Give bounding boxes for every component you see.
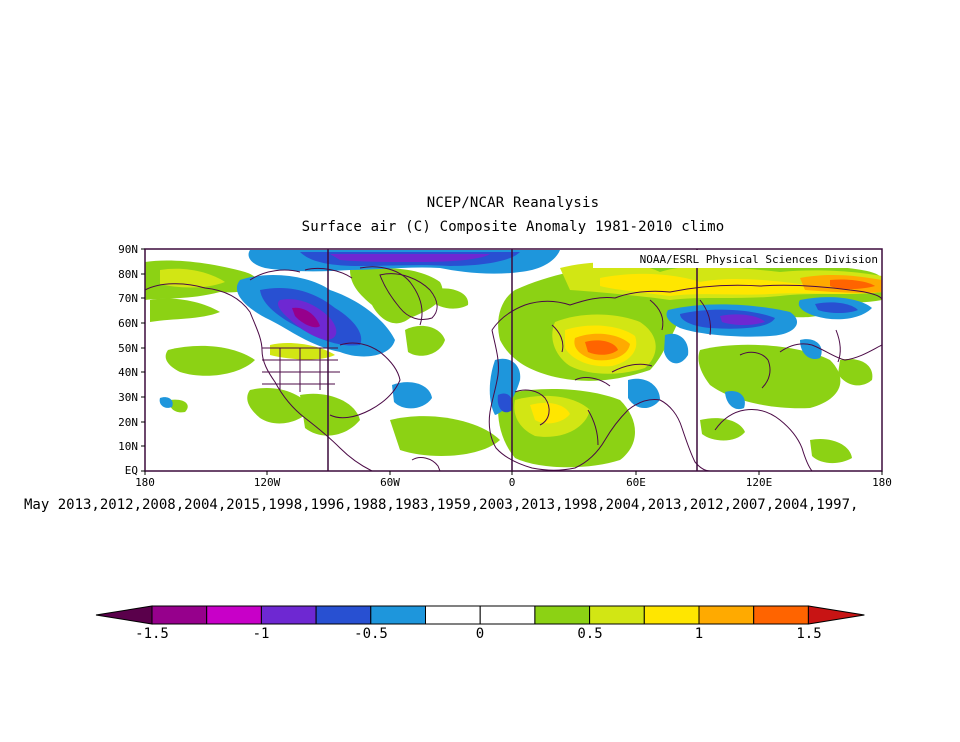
colorbar-swatch <box>479 605 536 625</box>
colorbar <box>95 605 865 625</box>
anomaly-field <box>145 249 882 471</box>
colorbar-swatch <box>698 605 755 625</box>
credit-box <box>593 250 881 268</box>
colorbar-swatch <box>315 605 372 625</box>
lat-label: 70N <box>118 292 138 305</box>
colorbar-arrow-left <box>95 605 153 625</box>
map-subtitle: Surface air (C) Composite Anomaly 1981-2… <box>301 219 725 235</box>
lat-label: 50N <box>118 342 138 355</box>
colorbar-arrow-right <box>807 605 865 625</box>
lon-ticks <box>144 471 883 475</box>
lat-label: 90N <box>118 243 138 256</box>
composite-years-label: May 2013,2012,2008,2004,2015,1998,1996,1… <box>24 497 859 513</box>
colorbar-label: -0.5 <box>354 626 388 642</box>
lat-label: 40N <box>118 366 138 379</box>
lat-ticks <box>141 248 145 472</box>
colorbar-swatch <box>206 605 262 625</box>
lat-label: 30N <box>118 391 138 404</box>
colorbar-label: 1.5 <box>796 626 822 642</box>
credit-text: NOAA/ESRL Physical Sciences Division <box>640 253 878 266</box>
colorbar-swatch <box>589 605 645 625</box>
lon-label: 120E <box>745 476 773 489</box>
colorbar-label: -1 <box>252 626 270 642</box>
lat-label: 10N <box>118 440 138 453</box>
lon-label: 60W <box>380 476 400 489</box>
coastlines <box>145 266 882 471</box>
lon-label: 180 <box>872 476 892 489</box>
colorbar-label: 0.5 <box>577 626 603 642</box>
colorbar-swatch <box>260 605 317 625</box>
map-title: NCEP/NCAR Reanalysis <box>426 195 600 211</box>
colorbar-label: 0 <box>475 626 485 642</box>
lat-label: 20N <box>118 416 138 429</box>
lon-label: 180 <box>135 476 155 489</box>
lat-label: 80N <box>118 268 138 281</box>
colorbar-swatch <box>753 605 809 625</box>
colorbar-swatch <box>534 605 591 625</box>
colorbar-swatch <box>151 605 208 625</box>
colorbar-swatch <box>643 605 700 625</box>
lon-label: 120W <box>253 476 281 489</box>
colorbar-swatch <box>370 605 426 625</box>
colorbar-swatch <box>425 605 481 625</box>
lat-label: EQ <box>124 464 138 477</box>
colorbar-label: -1.5 <box>135 626 169 642</box>
colorbar-label: 1 <box>694 626 704 642</box>
lon-label: 60E <box>626 476 646 489</box>
map-frame <box>144 248 883 472</box>
lon-label: 0 <box>508 476 516 489</box>
lat-label: 60N <box>118 317 138 330</box>
